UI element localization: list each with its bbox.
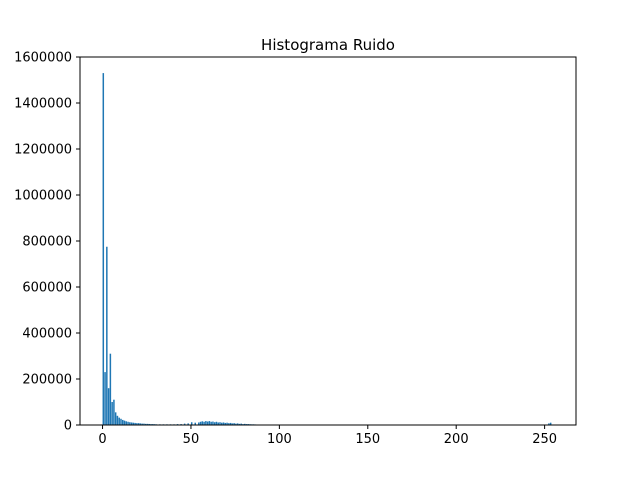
histogram-bar [548,423,550,425]
x-tick-label: 50 [183,432,200,447]
histogram-bar [130,422,133,425]
x-tick-label: 150 [355,432,380,447]
y-tick-label: 800000 [22,235,72,250]
y-tick-label: 1400000 [14,97,72,112]
histogram-bar [240,423,242,425]
histogram-bar [146,423,149,425]
histogram-bar [229,422,232,425]
histogram-bar [190,422,193,425]
y-tick-label: 1600000 [14,51,72,66]
histogram-bar [125,421,128,425]
histogram-bar [107,388,110,425]
histogram-bar [222,422,225,425]
histogram-bar [141,423,143,425]
y-tick-label: 0 [64,419,72,434]
histogram-bar [226,422,228,425]
histogram-bar [118,417,120,425]
y-tick-label: 400000 [22,327,72,342]
histogram-bar [244,423,246,425]
histogram-bar [205,421,207,425]
histogram-bar [106,246,108,425]
histogram-bar [206,421,209,425]
histogram-bar [208,421,211,425]
histogram-bar [213,422,216,425]
histogram-bar [127,421,129,425]
histogram-bar [228,423,230,425]
histogram-bar [236,423,239,425]
y-tick-label: 200000 [22,373,72,388]
histogram-bar [113,399,115,425]
histogram-bar [102,73,105,425]
histogram-bar [143,423,145,425]
histogram-bar [231,423,234,425]
y-tick-label: 1200000 [14,143,72,158]
histogram-bar [116,415,119,425]
x-tick-label: 0 [98,432,106,447]
histogram-bar [212,421,214,425]
histogram-bar [238,423,241,425]
histogram-bar [187,423,189,425]
histogram-bar [210,421,212,425]
histogram-bar [217,422,219,425]
histogram-bar [129,422,131,425]
histogram-bar [144,423,147,425]
histogram-bar [136,423,138,425]
histogram-bar [198,422,200,425]
histogram-bar [224,422,227,425]
histogram-bar [104,372,106,425]
x-tick-label: 200 [444,432,469,447]
y-axis-ticks: 0 200000 400000 600000 800000 1000000 1200000 1… [14,51,80,434]
histogram-bar [233,423,235,425]
y-tick-label: 600000 [22,281,72,296]
x-tick-label: 100 [267,432,292,447]
histogram-bar [221,422,223,425]
histogram-bar [203,421,205,425]
histogram-bar [549,422,552,425]
plot-frame [79,56,577,426]
histogram-bar [183,423,186,425]
histogram-bar [111,402,113,425]
histogram-bar [194,422,196,425]
histogram-bar [215,421,218,425]
histogram-bar [123,420,126,425]
histogram-bar [134,422,136,425]
histogram-bar [139,423,142,425]
histogram-bar [201,421,204,425]
histogram-bar [109,353,112,425]
chart-title: Histograma Ruido [261,36,395,54]
y-tick-label: 1000000 [14,189,72,204]
histogram-bar [219,422,221,425]
histogram-bar [235,423,237,425]
histogram-bar [114,412,117,425]
x-tick-label: 250 [532,432,557,447]
x-axis-ticks: 0 50 100 150 200 250 [98,425,557,447]
histogram-bar [120,418,122,425]
histogram-bar [132,422,135,425]
histogram-bar [122,419,124,425]
histogram-bar [199,421,202,425]
histogram-bar [148,423,151,425]
histogram-bar [137,423,140,425]
